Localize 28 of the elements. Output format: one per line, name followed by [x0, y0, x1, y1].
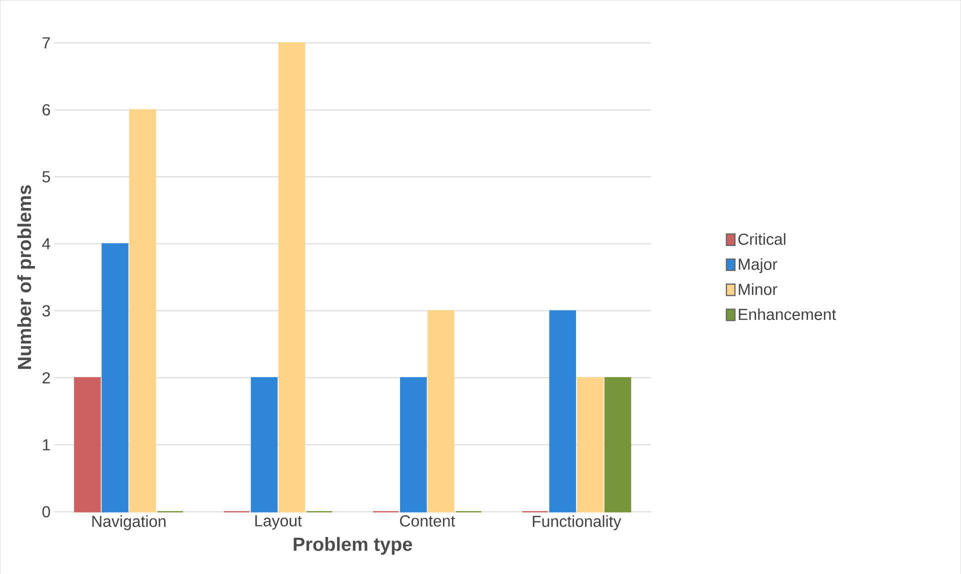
bar — [400, 376, 427, 512]
bar — [74, 376, 101, 512]
bar — [102, 242, 128, 512]
legend-label: Minor — [738, 283, 778, 295]
legend-label: Enhancement — [738, 308, 836, 320]
x-axis-title: Problem type — [294, 536, 412, 554]
bar — [604, 376, 632, 512]
bar — [428, 310, 454, 512]
y-tick-label: 2 — [42, 372, 50, 384]
x-tick-label: Navigation — [92, 515, 166, 530]
y-tick-label: 6 — [42, 104, 50, 116]
x-tick-label: Layout — [255, 515, 302, 530]
y-tick-label: 3 — [42, 304, 50, 316]
y-tick-label: 1 — [43, 439, 50, 450]
y-tick-label: 5 — [42, 170, 50, 182]
x-tick-label: Functionality — [532, 515, 622, 530]
y-axis-title: Number of problems — [17, 185, 35, 369]
y-tick-label: 4 — [42, 238, 50, 250]
y-tick-label: 7 — [42, 37, 50, 48]
bar — [549, 310, 576, 512]
bar — [250, 376, 278, 512]
bar — [576, 376, 604, 512]
y-tick-label: 0 — [42, 506, 50, 518]
legend-label: Major — [738, 258, 778, 273]
x-tick-label: Content — [400, 515, 456, 526]
legend-label: Critical — [738, 232, 786, 245]
bar — [129, 108, 156, 512]
bar — [278, 42, 306, 512]
